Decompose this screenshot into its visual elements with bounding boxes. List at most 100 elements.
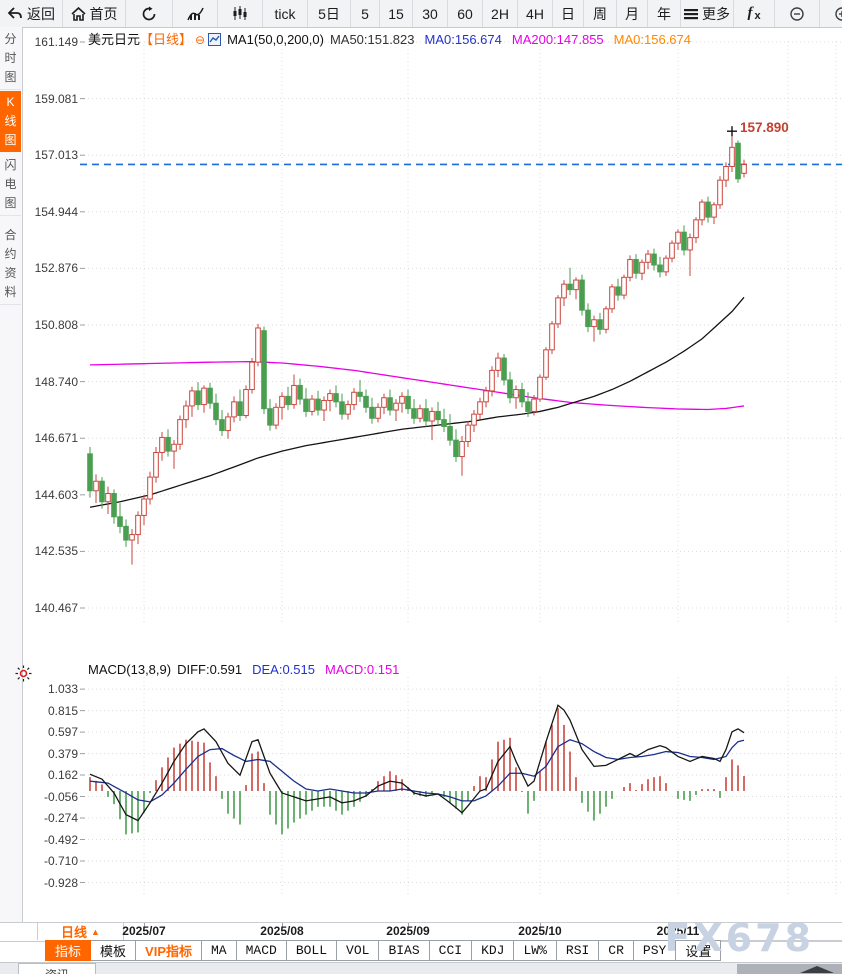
price-tick-label: 159.081 — [34, 91, 78, 106]
price-tick-label: 152.876 — [34, 261, 78, 276]
macd-tick-label: 1.033 — [47, 682, 78, 697]
macd-macd-value: MACD:0.151 — [324, 662, 400, 677]
horizontal-scrollbar[interactable] — [737, 964, 842, 974]
news-tab-partial[interactable]: 资讯 — [18, 963, 96, 974]
price-tick-label: 140.467 — [34, 601, 78, 615]
period-5-button-label: 5 — [361, 5, 369, 22]
macd-setting[interactable]: MACD(13,8,9) — [88, 662, 172, 677]
period-2h-button-label: 2H — [491, 5, 509, 22]
macd-tick-label: -0.710 — [43, 854, 78, 869]
more-button[interactable]: 更多 — [681, 0, 734, 27]
period-60-button[interactable]: 60 — [448, 0, 483, 27]
collapse-icon[interactable]: ⊖ — [195, 33, 206, 47]
symbol-name: 美元日元 — [88, 32, 141, 47]
price-tick-label: 154.944 — [34, 204, 78, 219]
fx-icon-sub: x — [754, 9, 761, 22]
macd-tick-label: -0.056 — [43, 789, 78, 804]
svg-text:157.890: 157.890 — [740, 120, 789, 135]
main-chart-header: 美元日元【日线】 ⊖ MA1(50,0,200,0) MA50:151.823 MA0:… — [88, 29, 691, 48]
timeframe-selector[interactable]: 日线 ▲ — [37, 923, 124, 940]
period-month-button-label: 月 — [625, 5, 639, 22]
tab-indicator[interactable]: 指标 — [45, 940, 92, 961]
macd-tick-label: 0.162 — [47, 768, 78, 783]
month-tick — [678, 923, 679, 927]
ma0-value-blue: MA0:156.674 — [424, 32, 502, 47]
zoom-in-button[interactable] — [820, 0, 842, 27]
tab-vip-indicator[interactable]: VIP指标 — [136, 940, 202, 961]
period-15-button[interactable]: 15 — [380, 0, 413, 27]
macd-tick-label: -0.492 — [43, 832, 78, 847]
tab-rsi[interactable]: RSI — [556, 940, 600, 961]
tab-lwr[interactable]: LW% — [514, 940, 557, 961]
month-tick — [408, 923, 409, 927]
zoom-out-button[interactable] — [775, 0, 820, 27]
tab-template[interactable]: 模板 — [91, 940, 137, 961]
tab-settings[interactable]: 设置 — [676, 940, 722, 961]
tab-ma[interactable]: MA — [202, 940, 237, 961]
sidebar-tab-flash[interactable]: 闪电图 — [0, 154, 21, 216]
month-tick — [282, 923, 283, 927]
period-5d-button-label: 5日 — [318, 5, 340, 22]
price-tick-label: 144.603 — [34, 487, 78, 502]
macd-settings-sun-icon[interactable] — [15, 665, 32, 687]
period-week-button[interactable]: 周 — [584, 0, 617, 27]
refresh-button[interactable] — [126, 0, 173, 27]
home-icon — [70, 6, 86, 21]
period-day-button-label: 日 — [561, 5, 575, 22]
macd-tick-label: -0.274 — [43, 811, 78, 826]
home-button-label: 首页 — [89, 5, 118, 22]
timeframe-selector-label: 日线 — [61, 925, 88, 940]
line-chart-button[interactable] — [173, 0, 218, 27]
tab-bias[interactable]: BIAS — [379, 940, 430, 961]
period-month-button[interactable]: 月 — [617, 0, 648, 27]
price-tick-label: 146.671 — [34, 431, 78, 446]
period-60-button-label: 60 — [457, 5, 473, 22]
chart-canvas[interactable]: 157.890 — [22, 27, 842, 923]
toolbar: 返回 首页 tick 5日 5 15 30 60 2H 4H 日周月年更多 f x — [0, 0, 842, 28]
period-label: 【日线】 — [140, 32, 193, 47]
price-tick-label: 148.740 — [34, 374, 78, 389]
tab-psy[interactable]: PSY — [633, 940, 677, 961]
tick-button-label: tick — [274, 5, 296, 22]
back-button[interactable]: 返回 — [0, 0, 63, 27]
month-label: 2025/09 — [386, 924, 430, 938]
volume-chart-button[interactable] — [218, 0, 263, 27]
home-button[interactable]: 首页 — [63, 0, 126, 27]
period-4h-button[interactable]: 4H — [518, 0, 553, 27]
dropdown-arrow-icon: ▲ — [91, 926, 100, 937]
fx678-watermark: FX678 — [664, 916, 814, 960]
indicator-bar: 指标 模板 VIP指标 MA MACD BOLL VOL BIAS CCI KDJ LW% RSI CR… — [45, 940, 722, 961]
period-day-button[interactable]: 日 — [553, 0, 584, 27]
ma0-value-orange: MA0:156.674 — [613, 32, 691, 47]
period-5d-button[interactable]: 5日 — [308, 0, 351, 27]
period-30-button-label: 30 — [422, 5, 438, 22]
tab-cr[interactable]: CR — [599, 940, 634, 961]
macd-header: MACD(13,8,9) DIFF:0.591 DEA:0.515 MACD:0.15… — [88, 662, 399, 677]
refresh-icon — [142, 6, 156, 20]
tab-kdj[interactable]: KDJ — [472, 940, 515, 961]
month-tick — [540, 923, 541, 927]
tab-cci[interactable]: CCI — [429, 940, 473, 961]
period-2h-button[interactable]: 2H — [483, 0, 518, 27]
tab-vol[interactable]: VOL — [337, 940, 380, 961]
tick-button[interactable]: tick — [263, 0, 308, 27]
tab-macd[interactable]: MACD — [236, 940, 287, 961]
macd-tick-label: 0.379 — [47, 746, 78, 761]
sidebar-tab-timeline[interactable]: 分时图 — [0, 28, 21, 90]
sidebar-tab-contract[interactable]: 合约资料 — [0, 224, 21, 305]
bottom-strip: 资讯 — [0, 962, 842, 974]
fx-icon: f — [747, 5, 753, 21]
candle-icon — [233, 6, 247, 20]
period-year-button[interactable]: 年 — [648, 0, 681, 27]
ma-chart-icon[interactable] — [208, 32, 222, 47]
tab-boll[interactable]: BOLL — [286, 940, 338, 961]
menu-icon — [684, 8, 698, 19]
period-5-button[interactable]: 5 — [351, 0, 380, 27]
period-30-button[interactable]: 30 — [413, 0, 448, 27]
ma-setting[interactable]: MA1(50,0,200,0) — [227, 32, 324, 47]
period-4h-button-label: 4H — [526, 5, 544, 22]
period-15-button-label: 15 — [388, 5, 404, 22]
scrollbar-grip-icon[interactable] — [800, 966, 834, 973]
